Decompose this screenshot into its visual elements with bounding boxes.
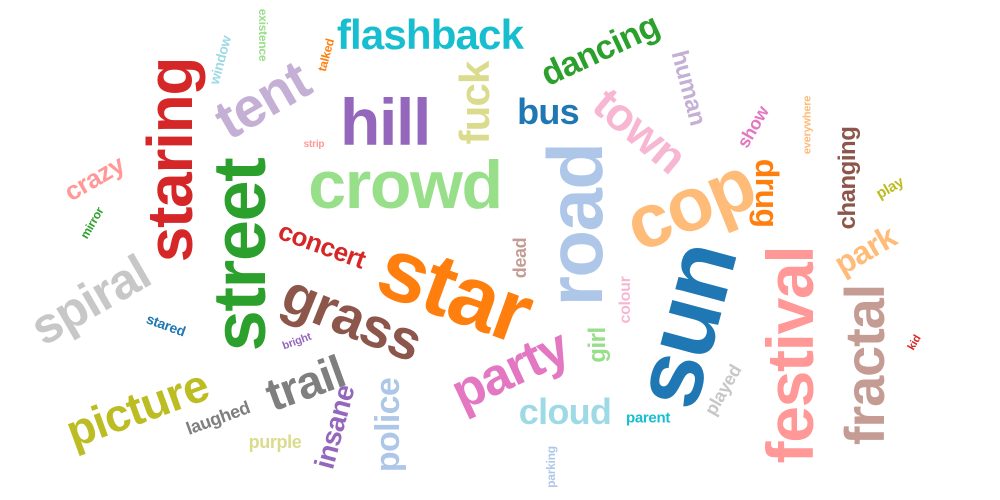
word-parent: parent [625, 409, 671, 427]
word-fuck: fuck [451, 61, 498, 145]
word-stared: stared [144, 310, 188, 340]
word-crowd: crowd [308, 147, 503, 223]
word-road: road [531, 143, 619, 307]
word-cop: cop [613, 140, 767, 269]
word-purple: purple [248, 432, 302, 452]
word-show: show [733, 102, 773, 152]
word-everywhere: everywhere [801, 95, 814, 155]
word-changing: changing [834, 126, 861, 230]
word-drug: drug [749, 158, 785, 228]
word-spiral: spiral [20, 243, 160, 357]
word-fractal: fractal [833, 284, 896, 446]
word-police: police [369, 377, 407, 473]
word-picture: picture [59, 358, 215, 458]
word-festival: festival [753, 246, 827, 464]
word-hill: hill [339, 85, 431, 159]
word-window: window [205, 33, 235, 87]
word-bright: bright [280, 330, 313, 353]
word-existence: existence [256, 8, 270, 62]
word-colour: colour [617, 276, 634, 324]
word-cloud-text: cloud [518, 391, 612, 432]
word-mirror: mirror [77, 204, 107, 242]
word-dancing: dancing [535, 6, 665, 94]
word-dead: dead [510, 237, 530, 279]
word-kid: kid [905, 333, 924, 353]
word-human: human [665, 47, 712, 129]
word-bus: bus [517, 91, 580, 132]
word-talked: talked [314, 37, 338, 73]
word-parking: parking [544, 446, 558, 488]
word-girl: girl [584, 327, 611, 363]
word-concert: concert [274, 215, 370, 275]
word-flashback: flashback [336, 11, 524, 58]
word-play: play [873, 173, 907, 203]
word-street: street [198, 158, 281, 352]
word-crazy: crazy [58, 149, 130, 207]
word-strip: strip [303, 139, 325, 150]
word-staring: staring [134, 57, 206, 263]
